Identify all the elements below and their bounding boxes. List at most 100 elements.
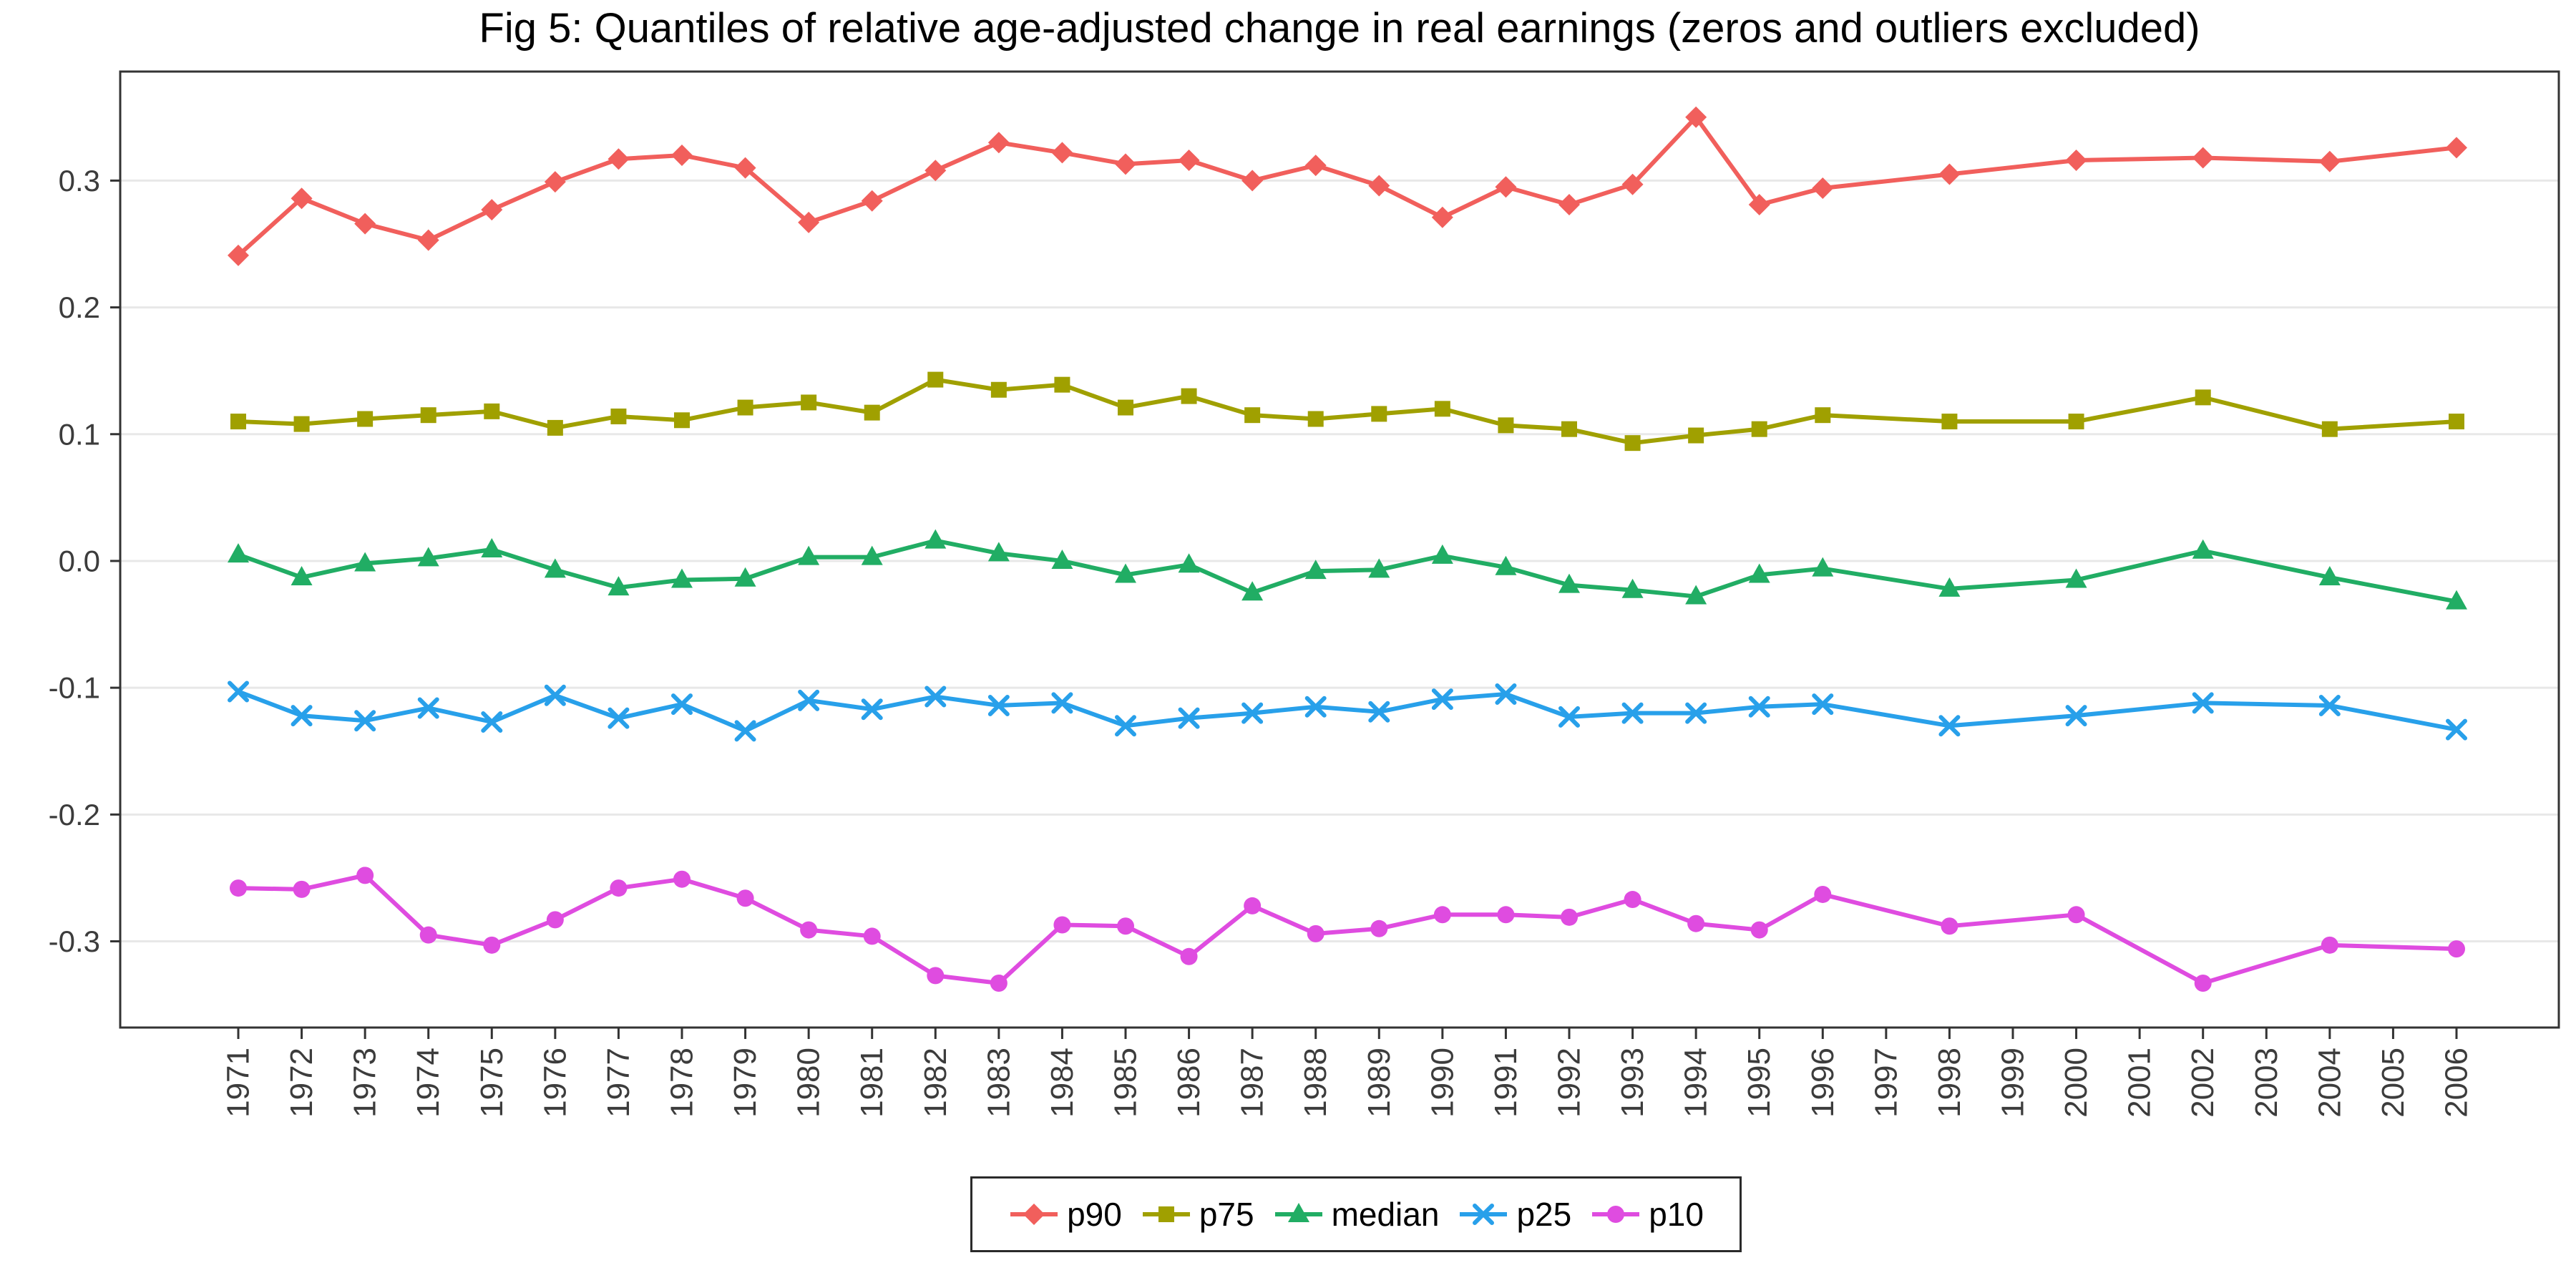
series-p90-marker <box>228 244 249 266</box>
series-p10-marker <box>230 879 247 897</box>
series-p10-marker <box>1941 917 1958 935</box>
series-p10-marker <box>1370 919 1388 937</box>
series-p75-marker <box>1815 407 1831 424</box>
series-median-marker <box>1558 573 1580 593</box>
series-p10-marker <box>1814 885 1832 903</box>
legend-key-diamond-icon <box>1010 1204 1058 1225</box>
series-p75-marker <box>1624 435 1641 452</box>
series-p10-marker <box>546 911 564 929</box>
series-median-marker <box>734 567 756 587</box>
series-p90-marker <box>1495 176 1517 198</box>
series-p10-marker <box>1433 906 1451 924</box>
series-p75-marker <box>2195 389 2211 406</box>
x-tick-label: 1976 <box>537 1048 572 1118</box>
series-p10-marker <box>2194 974 2212 992</box>
series-p75-marker <box>484 403 500 419</box>
x-tick-label: 1995 <box>1742 1048 1777 1118</box>
series-p75-marker <box>2321 421 2338 437</box>
legend-key-marker <box>1607 1206 1625 1223</box>
series-p25-line <box>237 689 2457 733</box>
series-median-marker <box>924 529 947 549</box>
series-p75-marker <box>1307 411 1324 427</box>
series-median-marker <box>861 545 883 565</box>
series-median-marker <box>228 543 249 563</box>
series-p75-marker <box>673 412 690 429</box>
series-p10-marker <box>1307 924 1324 942</box>
legend-key-triangle-icon <box>1274 1203 1322 1222</box>
x-tick-label: 1980 <box>791 1048 826 1118</box>
legend-key-marker <box>1023 1204 1045 1225</box>
series-p25-marker <box>987 694 1010 716</box>
series-p10-marker <box>927 967 945 985</box>
legend-label: median <box>1331 1196 1440 1233</box>
series-p90-marker <box>861 190 883 212</box>
legend-item-median: median <box>1273 1196 1440 1233</box>
series-p90-marker <box>1051 142 1073 164</box>
x-tick-label: 1992 <box>1551 1048 1586 1118</box>
x-tick-label: 1997 <box>1868 1048 1903 1118</box>
series-p90-marker <box>1178 150 1200 172</box>
series-p75-marker <box>864 404 880 421</box>
series-p90-marker <box>291 187 313 210</box>
y-tick-label: 0.1 <box>59 417 100 451</box>
x-tick-label: 1988 <box>1298 1048 1333 1118</box>
series-p90-marker <box>1938 163 1961 185</box>
legend-item-p75: p75 <box>1141 1198 1254 1231</box>
series-p25-marker <box>481 711 503 733</box>
series-p90-marker <box>1621 173 1644 195</box>
series-p75-marker <box>1751 421 1767 437</box>
series-p75-marker <box>293 416 310 432</box>
series-p25-marker <box>417 697 439 719</box>
x-tick-label: 1987 <box>1235 1048 1270 1118</box>
series-p75-marker <box>230 414 246 430</box>
series-p90-marker <box>1114 153 1136 175</box>
panel-border <box>119 70 2560 1029</box>
x-tick-label: 1986 <box>1171 1048 1206 1118</box>
y-tick-label: 0.2 <box>59 291 100 324</box>
x-tick-label: 2006 <box>2439 1048 2474 1118</box>
y-tick-label: -0.3 <box>49 924 100 958</box>
x-tick-label: 2002 <box>2185 1048 2220 1118</box>
series-median-marker <box>987 542 1010 562</box>
x-tick-label: 1978 <box>664 1048 699 1118</box>
series-median-marker <box>1621 578 1644 598</box>
x-tick-label: 1982 <box>918 1048 953 1118</box>
legend-item-p90: p90 <box>1008 1198 1122 1231</box>
x-tick-label: 1979 <box>728 1048 763 1118</box>
series-p10-marker <box>1244 897 1262 914</box>
series-median-marker <box>1748 563 1770 583</box>
series-median-marker <box>1812 557 1834 577</box>
series-median-marker <box>1368 558 1390 578</box>
legend: p90 p75 median p25 p10 <box>970 1176 1742 1252</box>
x-tick-label: 1993 <box>1615 1048 1650 1118</box>
series-p90-marker <box>544 171 566 193</box>
series-p25-marker <box>734 720 756 742</box>
series-median-marker <box>1304 560 1327 580</box>
series-p75-marker <box>1498 417 1514 434</box>
series-p90-marker <box>2318 150 2341 172</box>
series-p90-marker <box>670 144 693 166</box>
series-p90-marker <box>2065 150 2087 172</box>
x-tick-label: 2003 <box>2249 1048 2284 1118</box>
series-p10-marker <box>483 936 501 954</box>
series-p90-marker <box>924 160 947 182</box>
series-median-line <box>237 538 2457 604</box>
series-p90-marker <box>1304 155 1327 177</box>
legend-label: p10 <box>1649 1196 1704 1233</box>
x-tick-label: 1994 <box>1679 1048 1714 1118</box>
series-p75-marker <box>1688 427 1704 444</box>
series-p10-marker <box>1624 891 1641 909</box>
legend-key-x-icon <box>1460 1204 1508 1225</box>
series-p75-marker <box>547 419 563 436</box>
series-p75-marker <box>737 399 753 416</box>
series-median-marker <box>2445 590 2467 610</box>
series-p10-marker <box>2321 936 2338 954</box>
series-p75-marker <box>2448 414 2464 430</box>
series-p25-marker <box>1368 701 1390 723</box>
legend-label: p25 <box>1516 1196 1572 1233</box>
series-median-marker <box>481 538 503 557</box>
x-tick-label: 1985 <box>1108 1048 1143 1118</box>
series-p90-marker <box>608 148 630 170</box>
series-p25-marker <box>1558 706 1580 728</box>
series-median-marker <box>1938 577 1961 597</box>
